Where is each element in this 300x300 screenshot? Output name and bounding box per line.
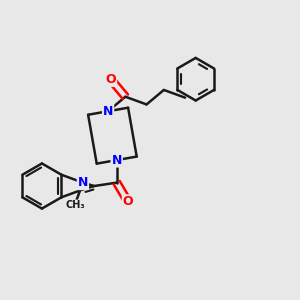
Text: N: N: [112, 154, 122, 166]
Text: O: O: [106, 73, 116, 86]
Text: CH₃: CH₃: [65, 200, 85, 210]
Text: N: N: [78, 176, 88, 189]
Text: N: N: [103, 105, 113, 118]
Text: O: O: [123, 195, 133, 208]
